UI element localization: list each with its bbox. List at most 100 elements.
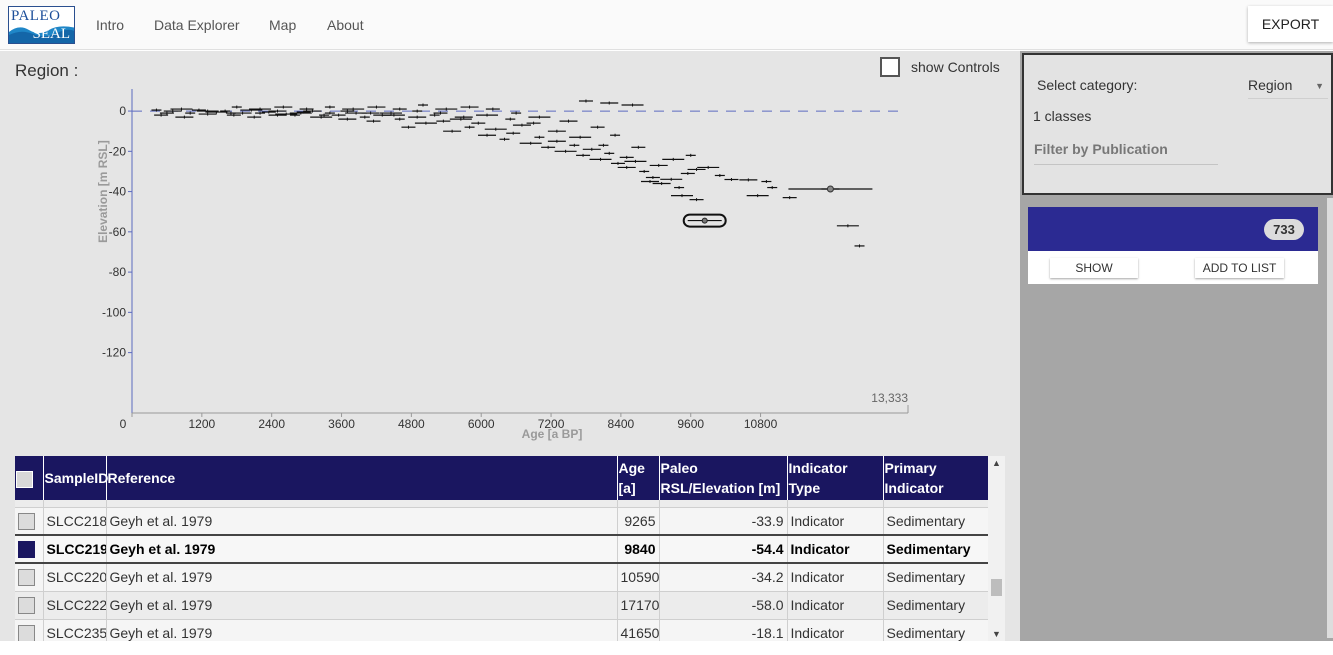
col-sample-id[interactable]: SampleID [43,456,108,500]
x-tick-label: 9600 [677,417,704,431]
cell-sample-id: SLCC235 [43,619,107,641]
row-checkbox[interactable] [18,624,35,641]
select-all-checkbox[interactable] [16,470,33,488]
cell-rsl: -18.1 [659,619,788,641]
scroll-down-icon[interactable]: ▼ [992,629,1001,639]
col-age[interactable]: Age [a] [617,456,660,500]
x-tick-label: 3600 [328,417,355,431]
main-panel: Region : show Controls 0 -20 -40 -60 -80 -100… [0,51,1020,655]
class-card: 733 SHOW ADD TO LIST [1028,207,1318,284]
cell-primary-indicator: Sedimentary [883,619,989,641]
scroll-up-icon[interactable]: ▲ [992,458,1001,468]
table-row[interactable]: SLCC220 Geyh et al. 1979 10590 -34.2 Ind… [15,563,989,592]
show-controls-checkbox[interactable] [880,57,900,77]
top-bar: PALEO SEAL Intro Data Explorer Map About… [0,0,1333,50]
paleoseal-logo[interactable]: PALEO SEAL [8,6,75,44]
scrollbar-thumb[interactable] [991,579,1002,596]
cell-indicator-type: Indicator [787,563,884,592]
class-count-badge: 733 [1264,219,1304,240]
select-category-label: Select category: [1037,77,1138,93]
elevation-age-scatter-chart[interactable]: 0 -20 -40 -60 -80 -100 -120 0 1200 2400 3600 4800 60… [0,51,1020,451]
nav-map[interactable]: Map [269,17,297,33]
table-row[interactable]: SLCC235 Geyh et al. 1979 41650 -18.1 Ind… [15,619,989,641]
category-sidebar: Select category: Region ▼ 1 classes Filt… [1020,51,1333,655]
cell-reference: Geyh et al. 1979 [106,534,618,564]
category-select-value: Region [1248,77,1293,93]
region-title: Region : [15,61,79,80]
show-button[interactable]: SHOW [1050,258,1138,278]
bottom-strip [0,641,1333,655]
chevron-down-icon: ▼ [1315,81,1324,91]
cell-primary-indicator: Sedimentary [883,563,989,592]
class-color-bar[interactable]: 733 [1028,207,1318,251]
classes-count-text: 1 classes [1033,108,1092,124]
cell-rsl: -58.0 [659,591,788,620]
y-tick-label: -80 [109,265,127,279]
row-checkbox-checked[interactable] [18,540,35,558]
y-axis-label: Elevation [m RSL] [96,140,110,243]
y-tick-label: -60 [109,225,127,239]
nav-about[interactable]: About [327,17,364,33]
cell-indicator-type: Indicator [787,619,884,641]
col-paleo-rsl[interactable]: Paleo RSL/Elevation [m] [659,456,788,500]
x-tick-label: 4800 [398,417,425,431]
cell-sample-id: SLCC222 [43,591,107,620]
y-tick-label: -120 [102,346,126,360]
cell-reference: Geyh et al. 1979 [106,563,618,592]
col-primary-indicator[interactable]: Primary Indicator [883,456,989,500]
x-tick-label: 6000 [468,417,495,431]
add-to-list-button[interactable]: ADD TO LIST [1195,258,1284,278]
x-tick-label: 0 [120,417,127,431]
nav-data-explorer[interactable]: Data Explorer [154,17,240,33]
y-tick-label: 0 [119,104,126,118]
row-checkbox[interactable] [18,569,35,587]
cell-indicator-type: Indicator [787,507,884,536]
cell-reference: Geyh et al. 1979 [106,507,618,536]
cell-primary-indicator: Sedimentary [883,591,989,620]
table-row-selected[interactable]: SLCC219 Geyh et al. 1979 9840 -54.4 Indi… [15,534,989,564]
data-point-marker [826,185,834,193]
filter-by-publication-input[interactable]: Filter by Publication [1034,141,1218,165]
show-controls-toggle[interactable]: show Controls [880,57,1000,77]
cell-rsl: -34.2 [659,563,788,592]
cell-indicator-type: Indicator [787,534,884,564]
table-row[interactable]: SLCC222 Geyh et al. 1979 17170 -58.0 Ind… [15,591,989,620]
cell-indicator-type: Indicator [787,591,884,620]
sidebar-scrollbar[interactable] [1327,198,1333,638]
cell-age: 10590 [617,563,660,592]
category-panel: Select category: Region ▼ 1 classes Filt… [1022,53,1333,195]
cell-primary-indicator: Sedimentary [883,507,989,536]
x-tick-label: 2400 [258,417,285,431]
col-reference[interactable]: Reference [106,456,618,500]
selected-point-marker [701,217,708,224]
select-all-cell[interactable] [15,456,44,500]
cell-reference: Geyh et al. 1979 [106,619,618,641]
x-max-label: 13,333 [871,391,908,405]
y-tick-label: -40 [109,185,127,199]
logo-wave-icon [9,26,74,43]
selected-point-highlight [682,213,727,228]
logo-text-top: PALEO [11,8,61,24]
row-checkbox[interactable] [18,512,35,530]
cell-age: 9840 [617,534,660,564]
samples-table: SampleID Reference Age [a] Paleo RSL/Eleva… [15,456,1005,641]
cell-rsl: -33.9 [659,507,788,536]
show-controls-label: show Controls [911,59,1000,75]
x-tick-label: 8400 [608,417,635,431]
table-row[interactable]: SLCC218 Geyh et al. 1979 9265 -33.9 Indi… [15,507,989,536]
y-tick-label: -100 [102,305,126,319]
table-header-row: SampleID Reference Age [a] Paleo RSL/Eleva… [15,456,989,500]
cell-age: 17170 [617,591,660,620]
export-button[interactable]: EXPORT [1248,6,1333,42]
table-scrollbar[interactable]: ▲ ▼ [988,456,1005,641]
cell-reference: Geyh et al. 1979 [106,591,618,620]
x-tick-label: 7200 [538,417,565,431]
x-tick-label: 10800 [744,417,778,431]
cell-rsl: -54.4 [659,534,788,564]
cell-sample-id: SLCC219 [43,534,107,564]
nav-intro[interactable]: Intro [96,17,125,33]
x-axis-label: Age [a BP] [522,427,583,441]
category-select[interactable]: Region ▼ [1248,77,1328,99]
row-checkbox[interactable] [18,596,35,614]
col-indicator-type[interactable]: Indicator Type [787,456,884,500]
